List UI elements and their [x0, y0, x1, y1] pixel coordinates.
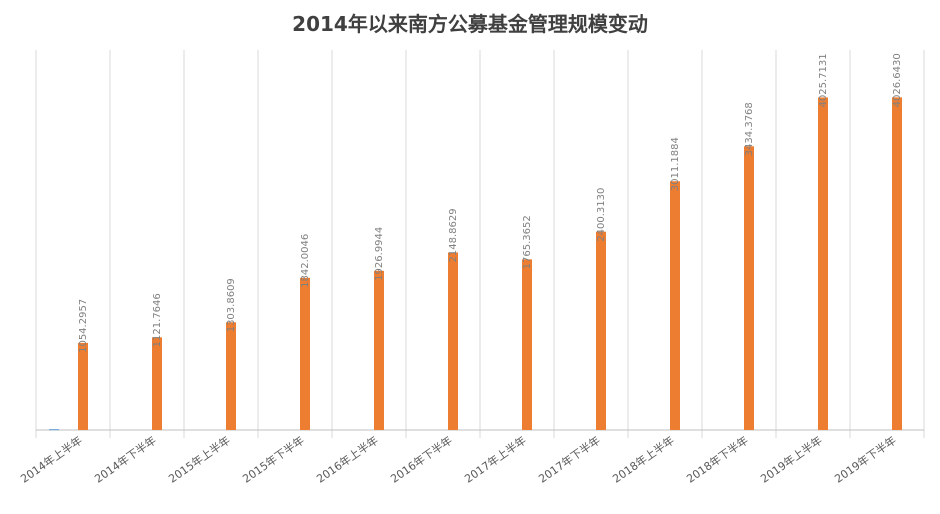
bar-series-2 — [892, 97, 902, 431]
x-tick-label: 2016年上半年 — [314, 433, 381, 486]
bar-series-1 — [49, 429, 59, 431]
data-label: 1842.0046 — [300, 234, 311, 288]
bar-series-2 — [300, 277, 310, 430]
data-label: 4025.7131 — [818, 53, 829, 107]
chart-title: 2014年以来南方公募基金管理规模变动 — [292, 12, 648, 36]
data-label: 1303.8609 — [226, 278, 237, 332]
data-label: 1926.9944 — [374, 227, 385, 281]
bar-series-2 — [522, 259, 532, 430]
bar-series-2 — [78, 342, 88, 430]
x-tick-label: 2018年上半年 — [610, 433, 677, 486]
data-label: 2400.3130 — [596, 188, 607, 242]
x-tick-label: 2016年下半年 — [388, 433, 455, 486]
x-tick-label: 2017年下半年 — [536, 433, 603, 486]
data-label: 1054.2957 — [78, 299, 89, 353]
data-label: 3434.3768 — [744, 102, 755, 156]
data-label: 4026.6430 — [892, 53, 903, 107]
bar-series-2 — [152, 337, 162, 430]
x-tick-label: 2019年下半年 — [832, 433, 899, 486]
data-label: 2148.8629 — [448, 208, 459, 262]
bar-series-2 — [596, 231, 606, 430]
x-tick-label: 2017年上半年 — [462, 433, 529, 486]
data-label: 1121.7646 — [152, 293, 163, 347]
bar-series-2 — [818, 97, 828, 430]
x-tick-label: 2014年下半年 — [92, 433, 159, 486]
x-tick-label: 2018年下半年 — [684, 433, 751, 486]
x-tick-label: 2014年上半年 — [18, 433, 85, 486]
bar-series-2 — [744, 146, 754, 430]
x-tick-label: 2015年下半年 — [240, 433, 307, 486]
bar-series-2 — [670, 181, 680, 430]
data-label: 3011.1884 — [670, 137, 681, 191]
bar-series-2 — [374, 270, 384, 430]
x-tick-label: 2019年上半年 — [758, 433, 825, 486]
bar-series-2 — [448, 252, 458, 430]
data-label: 1765.3652 — [522, 215, 533, 269]
bar-series-2 — [226, 322, 236, 430]
x-tick-label: 2015年上半年 — [166, 433, 233, 486]
